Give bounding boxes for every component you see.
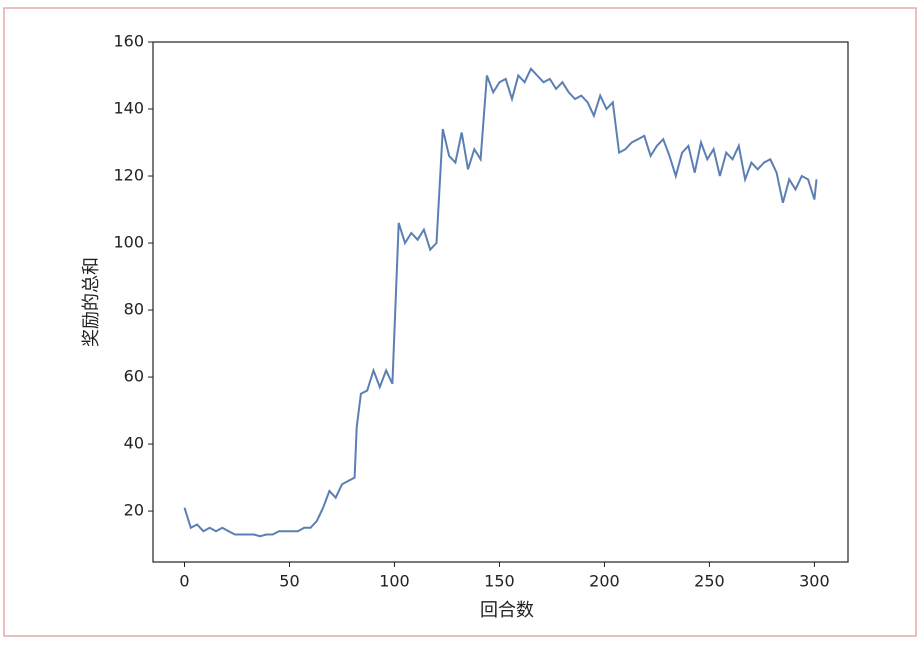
x-tick-label: 200 bbox=[589, 572, 620, 591]
y-axis-label: 奖励的总和 bbox=[81, 257, 102, 347]
y-tick-label: 20 bbox=[124, 501, 144, 520]
x-tick-label: 300 bbox=[799, 572, 830, 591]
y-tick-label: 160 bbox=[113, 32, 144, 51]
y-tick-label: 80 bbox=[124, 300, 144, 319]
x-tick-label: 250 bbox=[694, 572, 725, 591]
y-tick-label: 100 bbox=[113, 233, 144, 252]
y-tick-label: 120 bbox=[113, 166, 144, 185]
plot-frame bbox=[152, 41, 849, 563]
x-tick-label: 100 bbox=[379, 572, 410, 591]
y-tick-label: 40 bbox=[124, 434, 144, 453]
x-tick-label: 50 bbox=[279, 572, 299, 591]
y-tick-label: 140 bbox=[113, 99, 144, 118]
y-tick-label: 60 bbox=[124, 367, 144, 386]
x-tick-label: 0 bbox=[179, 572, 189, 591]
x-tick-label: 150 bbox=[484, 572, 515, 591]
page-frame bbox=[3, 7, 917, 637]
data-line bbox=[183, 67, 818, 538]
x-axis-label: 回合数 bbox=[480, 600, 534, 621]
